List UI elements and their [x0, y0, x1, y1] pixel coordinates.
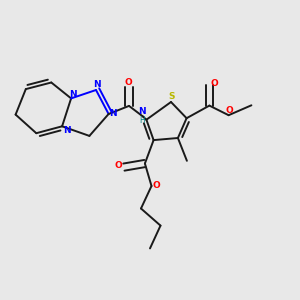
Text: N: N	[69, 90, 76, 99]
Text: H: H	[139, 116, 145, 125]
Text: N: N	[93, 80, 101, 89]
Text: O: O	[152, 181, 160, 190]
Text: O: O	[115, 161, 122, 170]
Text: S: S	[168, 92, 175, 101]
Text: N: N	[63, 126, 71, 135]
Text: O: O	[226, 106, 233, 115]
Text: O: O	[210, 79, 218, 88]
Text: N: N	[138, 107, 146, 116]
Text: N: N	[110, 109, 117, 118]
Text: O: O	[124, 78, 132, 87]
